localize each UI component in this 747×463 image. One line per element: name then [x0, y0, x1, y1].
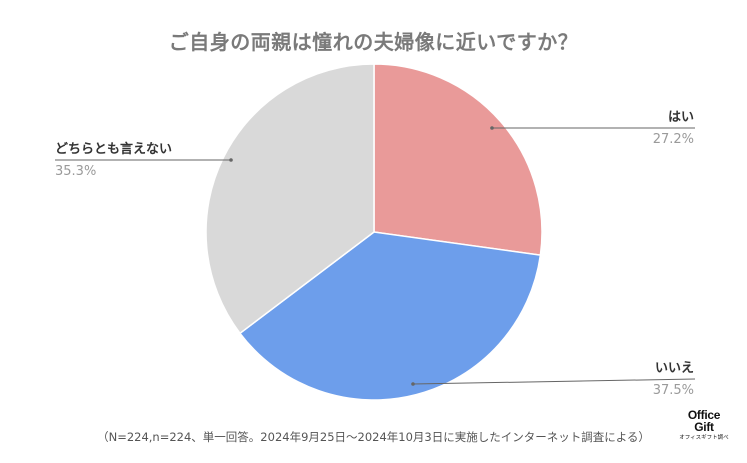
leader-dot-dochiratomo — [229, 158, 233, 162]
slice-label-hai: はい — [668, 110, 694, 125]
slice-iie — [238, 231, 542, 401]
slice-value-iie: 37.5% — [653, 383, 694, 398]
chart-title: ご自身の両親は憧れの夫婦像に近いですか？ — [168, 30, 579, 54]
slice-value-dochiratomo: 35.3% — [55, 164, 96, 179]
brand-logo-line2: Gift — [694, 420, 714, 434]
leader-lines — [55, 126, 696, 386]
brand-logo: Office Gift オフィスギフト調べ — [672, 409, 736, 442]
leader-line-iie — [412, 378, 696, 385]
slice-label-iie: いいえ — [655, 361, 694, 376]
footnote: （N=224,n=224、単一回答。2024年9月25日～2024年10月3日に… — [97, 430, 650, 444]
slice-hai — [373, 63, 543, 256]
brand-logo-line1: Office — [687, 408, 721, 422]
slice-value-hai: 27.2% — [653, 132, 694, 147]
slice-dochiratomo — [205, 63, 375, 335]
leader-dot-hai — [490, 126, 494, 130]
slice-label-dochiratomo: どちらとも言えない — [55, 141, 172, 157]
pie-slices — [205, 63, 543, 401]
brand-subtitle: オフィスギフト調べ — [679, 435, 729, 441]
leader-dot-iie — [411, 382, 415, 386]
